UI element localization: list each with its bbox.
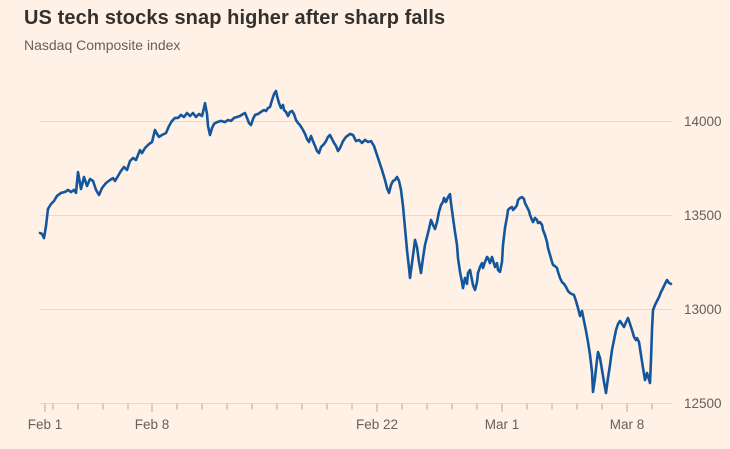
gridlines (40, 121, 672, 404)
y-axis-label-12500: 12500 (684, 395, 722, 411)
x-axis-label-mar8: Mar 8 (609, 417, 645, 432)
x-axis-ticks (44, 403, 653, 412)
nasdaq-line-series (38, 89, 673, 395)
y-axis-label-13000: 13000 (684, 301, 722, 317)
x-axis-label-feb1: Feb 1 (27, 417, 63, 432)
chart-title: US tech stocks snap higher after sharp f… (24, 7, 446, 29)
x-axis-label-mar1: Mar 1 (484, 417, 520, 432)
chart-subtitle: Nasdaq Composite index (24, 37, 181, 53)
y-axis-label-13500: 13500 (684, 207, 722, 223)
x-axis-label-feb22: Feb 22 (355, 417, 399, 432)
y-axis-label-14000: 14000 (684, 113, 722, 129)
x-axis-label-feb8: Feb 8 (134, 417, 170, 432)
